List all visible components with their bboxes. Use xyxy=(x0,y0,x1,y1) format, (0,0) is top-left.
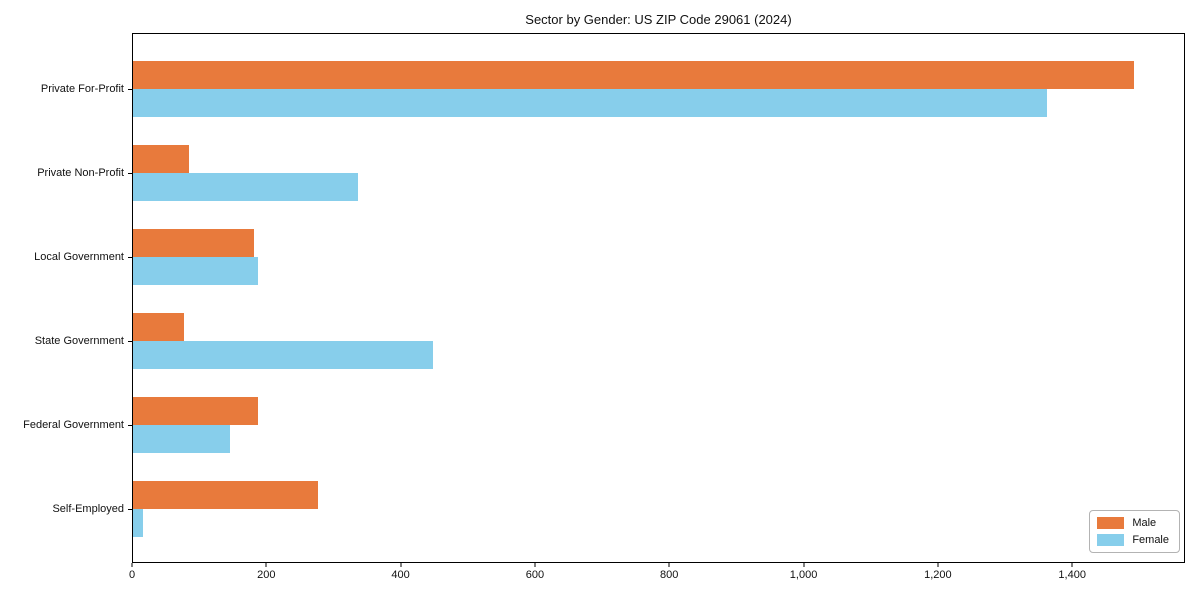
legend: Male Female xyxy=(1089,510,1180,553)
x-axis-tick-label: 800 xyxy=(660,569,679,581)
legend-swatch xyxy=(1097,534,1125,546)
category-label: Self-Employed xyxy=(52,503,124,515)
bar-male xyxy=(133,313,184,341)
x-axis-tick-label: 1,000 xyxy=(789,569,818,581)
y-axis-tick xyxy=(128,509,133,510)
plot-area: Private For-Profit Private Non-Profit Loca… xyxy=(23,33,1185,563)
bar-group: Self-Employed xyxy=(52,467,1184,551)
x-axis-tick-label: 1,200 xyxy=(924,569,952,581)
x-axis-tick-label: 400 xyxy=(391,569,410,581)
chart-title: Sector by Gender: US ZIP Code 29061 (202… xyxy=(525,12,792,27)
category-label: Private For-Profit xyxy=(40,83,124,95)
y-axis-tick xyxy=(128,257,133,258)
bar-female xyxy=(133,341,433,369)
x-axis: 0 200 400 600 800 1,000 1,200 1,400 xyxy=(128,563,1185,587)
x-axis-tick xyxy=(803,563,805,567)
y-axis-tick xyxy=(128,341,133,342)
bar-rows: Private For-Profit Private Non-Profit Loca… xyxy=(23,47,1184,551)
x-axis-tick-label: 600 xyxy=(525,569,545,581)
y-axis-tick xyxy=(128,173,133,174)
bar-group: State Government xyxy=(35,299,1184,383)
x-axis-tick-label: 0 xyxy=(128,569,136,581)
legend-item: Female xyxy=(1097,534,1169,546)
legend-label: Male xyxy=(1132,517,1157,529)
legend-swatch xyxy=(1097,517,1125,529)
bar-female xyxy=(133,509,144,537)
legend-item: Male xyxy=(1097,517,1169,529)
bar-female xyxy=(133,89,1048,117)
bar-male xyxy=(133,61,1135,89)
bar-male xyxy=(133,481,318,509)
y-axis-tick xyxy=(128,89,133,90)
category-label: State Government xyxy=(34,335,124,347)
legend-label: Female xyxy=(1132,534,1169,546)
x-axis-tick xyxy=(1071,563,1073,567)
category-label: Private Non-Profit xyxy=(37,167,124,179)
x-axis-tick xyxy=(668,563,670,567)
x-axis-tick-label: 200 xyxy=(257,569,276,581)
x-axis-tick xyxy=(400,563,402,567)
category-label: Federal Government xyxy=(23,419,124,431)
bar-female xyxy=(133,173,359,201)
bar-group: Private For-Profit xyxy=(41,47,1184,131)
category-label: Local Government xyxy=(34,251,124,263)
x-axis-tick xyxy=(937,563,939,567)
bar-female xyxy=(133,425,230,453)
y-axis-tick xyxy=(128,425,133,426)
bar-group: Private Non-Profit xyxy=(37,131,1184,215)
bar-male xyxy=(133,229,254,257)
x-axis-tick xyxy=(265,563,267,567)
bar-group: Federal Government xyxy=(23,383,1184,467)
x-axis-tick xyxy=(131,563,133,567)
x-axis-tick-label: 1,400 xyxy=(1058,569,1086,581)
bar-male xyxy=(133,397,258,425)
bar-male xyxy=(133,145,189,173)
x-axis-tick xyxy=(534,563,536,567)
bar-group: Local Government xyxy=(34,215,1184,299)
bar-female xyxy=(133,257,259,285)
